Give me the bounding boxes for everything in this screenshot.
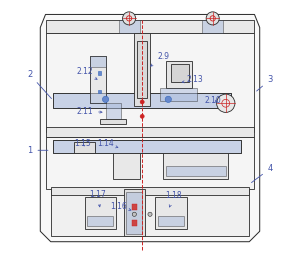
Text: 2: 2 <box>27 70 52 98</box>
Bar <box>90 56 106 67</box>
Text: 1.16: 1.16 <box>110 202 131 211</box>
Bar <box>113 153 140 179</box>
Bar <box>202 20 223 33</box>
Bar <box>87 216 113 226</box>
Bar <box>134 33 150 106</box>
Bar <box>160 88 197 101</box>
Circle shape <box>103 96 109 102</box>
Text: 4: 4 <box>251 164 273 183</box>
Bar <box>155 197 187 229</box>
Text: 1: 1 <box>27 146 48 155</box>
Bar <box>127 192 142 234</box>
Text: 2.9: 2.9 <box>151 52 169 66</box>
Bar <box>163 153 228 179</box>
Bar <box>46 20 254 33</box>
Circle shape <box>148 212 152 216</box>
Bar <box>46 33 254 132</box>
Bar <box>119 153 134 174</box>
Circle shape <box>132 212 137 216</box>
Bar <box>166 62 192 88</box>
Bar <box>53 93 231 109</box>
Bar <box>51 187 249 195</box>
Text: 1.18: 1.18 <box>165 191 182 207</box>
Bar <box>53 140 242 153</box>
Text: 2.13: 2.13 <box>182 75 203 84</box>
Text: 2.12: 2.12 <box>76 67 97 79</box>
Bar <box>90 56 106 103</box>
Bar <box>171 64 189 82</box>
Text: 1.15: 1.15 <box>74 139 91 148</box>
Bar <box>53 140 242 153</box>
Text: 3: 3 <box>256 75 273 91</box>
Bar <box>85 197 116 229</box>
Bar <box>98 71 101 74</box>
Bar <box>90 93 106 103</box>
Circle shape <box>217 94 235 112</box>
Bar <box>51 190 249 237</box>
Bar <box>46 127 254 137</box>
Text: 1.17: 1.17 <box>89 190 106 207</box>
Text: 1.14: 1.14 <box>97 139 118 148</box>
Bar <box>132 204 137 210</box>
Bar <box>158 216 184 226</box>
Circle shape <box>140 100 144 104</box>
Bar <box>166 166 226 176</box>
Circle shape <box>165 96 171 102</box>
Bar <box>74 145 95 150</box>
Bar <box>53 93 231 109</box>
Circle shape <box>206 12 219 25</box>
Polygon shape <box>40 15 260 242</box>
Bar <box>119 20 140 33</box>
Circle shape <box>123 12 136 25</box>
Text: 2.10: 2.10 <box>204 96 221 105</box>
Bar <box>98 90 101 93</box>
Bar <box>132 219 137 226</box>
Bar <box>106 103 121 119</box>
Text: 2.11: 2.11 <box>76 107 102 116</box>
Bar <box>100 119 127 124</box>
Bar <box>74 143 95 153</box>
Circle shape <box>140 114 144 119</box>
Bar <box>46 137 254 190</box>
Bar <box>124 190 145 237</box>
Bar <box>137 41 147 98</box>
